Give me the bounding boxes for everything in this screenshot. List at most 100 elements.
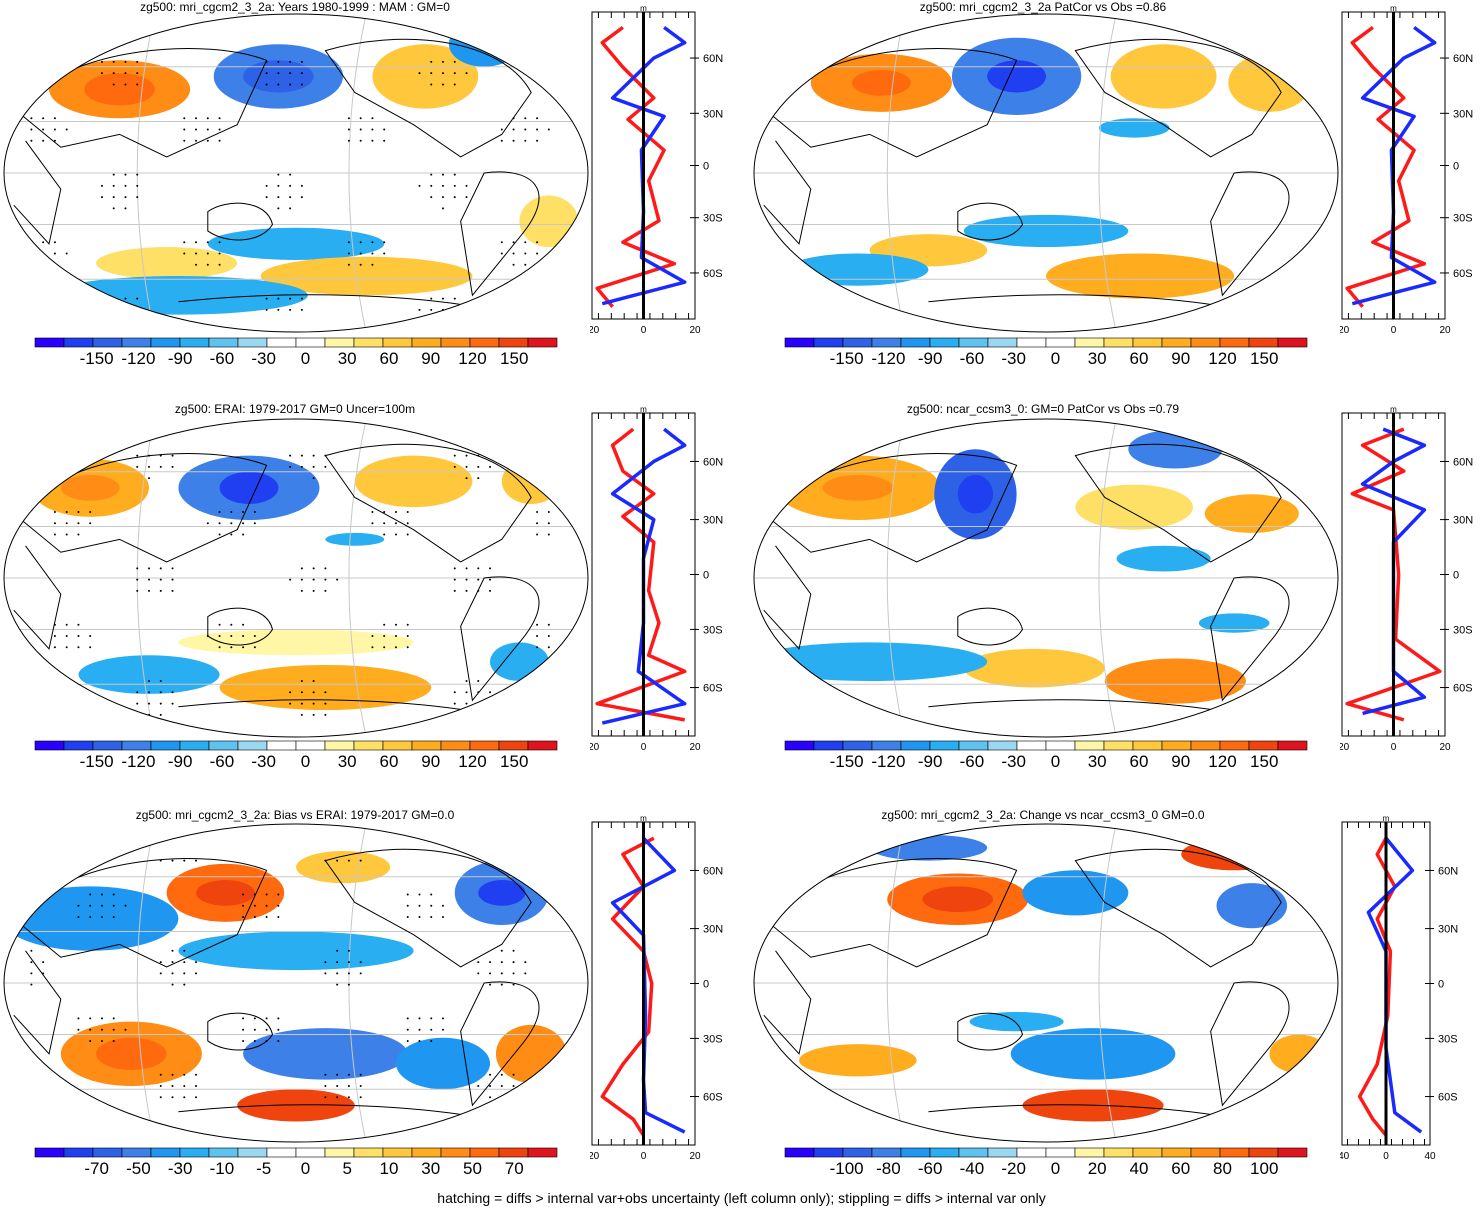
anomaly-contour-9 [219,664,432,711]
colorbar-tick-label: 90 [421,349,441,368]
anomaly-contour-4 [1216,883,1288,929]
zonal-profile: m 60N 30N 0 30S 60S -20 0 20 [590,405,723,753]
zonal-profile: m 60N 30N 0 30S 60S -20 0 20 [1340,4,1473,336]
profile-units: m [1383,814,1390,823]
colorbar-swatch-5 [179,337,210,348]
anomaly-contour-4 [1110,44,1217,109]
profile-x-tick: 20 [1439,325,1451,336]
colorbar-swatch-14 [1190,1147,1221,1158]
panel-title-bottom-right: zg500: mri_cgcm2_3_2a: Change vs ncar_cc… [881,808,1205,822]
profile-lat-label: 0 [703,570,709,582]
map-plot [753,13,1339,333]
profile-line-blue [1360,427,1427,716]
colorbar-swatch-12 [382,740,413,751]
colorbar-swatch-15 [469,1147,500,1158]
colorbar-swatch-16 [1248,337,1279,348]
anomaly-contour-2 [4,886,179,951]
colorbar-tick-label: -20 [1001,1159,1026,1178]
colorbar-swatch-2 [842,1147,873,1158]
colorbar-swatch-3 [121,740,152,751]
anomaly-contour-1 [84,73,155,106]
anomaly-contour-6 [799,1044,917,1077]
colorbar-swatch-1 [63,337,94,348]
colorbar-tick-label: 60 [379,752,399,771]
anomaly-contour-3 [243,60,314,93]
colorbar-swatch-13 [1161,740,1192,751]
colorbar-tick-label: 30 [421,1159,441,1178]
profile-units: m [640,4,647,13]
colorbar-swatch-16 [498,740,529,751]
meridian-line-0 [886,14,906,332]
colorbar-swatch-10 [1074,1147,1105,1158]
colorbar-tick-label: 90 [421,752,441,771]
anomaly-contour-3 [296,850,391,884]
colorbar-tick-label: -90 [167,752,193,771]
profile-lat-label: 60S [703,1092,723,1104]
zonal-profile: m 60N 30N 0 30S 60S -20 0 20 [1340,405,1473,753]
colorbar-tick-label: 0 [300,349,311,368]
zonal-profile: m 60N 30N 0 30S 60S -20 0 20 [590,814,723,1162]
colorbar-tick-label: 30 [1087,349,1107,368]
profile-lat-label: 30S [1453,213,1473,225]
profile-x-tick: -20 [1340,742,1350,753]
colorbar-swatch-3 [121,1147,152,1158]
colorbar-swatch-3 [871,337,902,348]
profile-x-tick: 0 [1391,325,1397,336]
colorbar-swatch-9 [295,740,326,751]
colorbar-swatch-15 [469,740,500,751]
zonal-profile: m 60N 30N 0 30S 60S -40 0 40 [1340,814,1458,1162]
colorbar-swatch-17 [1277,337,1308,348]
profile-lat-label: 60S [1438,1092,1458,1104]
colorbar-swatch-10 [324,337,355,348]
anomaly-contour-5 [478,879,526,906]
colorbar-tick-label: 120 [1208,349,1237,368]
colorbar-swatch-9 [1045,740,1076,751]
colorbar-tick-label: -40 [959,1159,985,1178]
colorbar-tick-label: 0 [1050,752,1061,771]
colorbar-tick-label: -30 [251,349,276,368]
profile-lat-label: 30N [1453,515,1473,527]
colorbar-tick-label: 100 [1250,1159,1279,1178]
coastlines [13,848,540,1119]
colorbar-tick-label: -120 [121,349,156,368]
colorbar-swatch-12 [1132,1147,1163,1158]
profile-lat-label: 60N [703,865,723,877]
anomaly-contour-8 [963,648,1105,688]
colorbar-swatch-15 [1219,740,1250,751]
profile-x-tick: -20 [590,1151,600,1162]
anomaly-contour-1 [196,879,255,906]
colorbar-labels: -100 -80 -60 -40 -20 0 20 40 60 80 100 [784,1159,1306,1181]
anomaly-contour-1 [822,474,894,501]
anomaly-contour-3 [957,474,994,514]
colorbar-tick-label: -70 [84,1159,109,1178]
colorbar [34,740,558,751]
anomaly-contour-7 [96,247,238,280]
colorbar-swatch-14 [1190,337,1221,348]
colorbar-swatch-12 [382,1147,413,1158]
meridian-line-1 [348,14,368,332]
colorbar-swatch-7 [987,337,1018,348]
profile-x-tick: 0 [1391,742,1397,753]
profile-lat-label: 30N [703,515,723,527]
map-plot [753,823,1339,1143]
colorbar-swatch-5 [929,337,960,348]
colorbar-tick-label: 150 [1250,349,1279,368]
colorbar-swatch-14 [440,740,471,751]
colorbar-swatch-5 [929,1147,960,1158]
profile-x-tick: 20 [1439,742,1451,753]
meridian-line-0 [136,824,156,1142]
colorbar-tick-label: 60 [1171,1159,1191,1178]
profile-units: m [640,814,647,823]
profile-lat-label: 30S [703,624,723,636]
colorbar-swatch-8 [1016,740,1047,751]
colorbar-swatch-1 [813,1147,844,1158]
meridian-line-1 [1098,824,1118,1142]
colorbar-tick-label: 10 [379,1159,399,1178]
colorbar-tick-label: 0 [1050,1159,1061,1178]
colorbar-swatch-13 [411,740,442,751]
colorbar-tick-label: 90 [1171,349,1191,368]
colorbar-swatch-7 [237,1147,268,1158]
colorbar-swatch-15 [1219,1147,1250,1158]
map-border [753,823,1339,1143]
colorbar-tick-label: -10 [209,1159,235,1178]
